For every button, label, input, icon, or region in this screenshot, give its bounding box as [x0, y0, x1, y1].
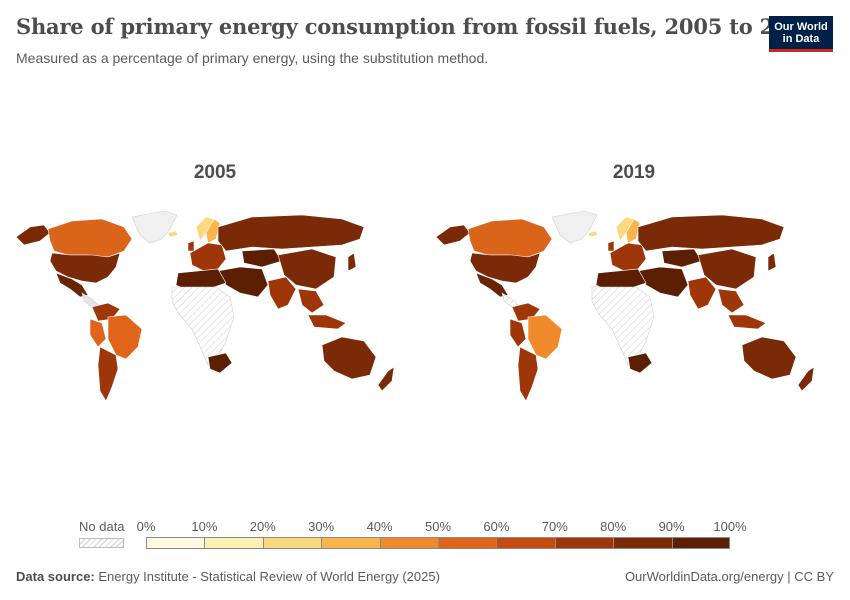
country-canada[interactable] [47, 218, 133, 258]
legend-tick-label: 90% [658, 519, 685, 534]
country-south-africa[interactable] [207, 352, 233, 374]
legend-tick-label: 0% [136, 519, 156, 534]
panel-title-2019: 2019 [612, 162, 656, 183]
country-japan[interactable] [767, 252, 777, 272]
legend-tick-label: 80% [600, 519, 627, 534]
region-europe[interactable] [609, 242, 647, 272]
region-central-america[interactable] [501, 292, 519, 308]
legend-bin[interactable] [554, 537, 614, 549]
world-map-2005 [15, 210, 395, 402]
data-source-label: Data source: [16, 569, 95, 584]
legend-tick-label: 70% [541, 519, 568, 534]
data-source: Data source: Energy Institute - Statisti… [16, 569, 440, 584]
legend-tick-label: 20% [249, 519, 276, 534]
region-indonesia[interactable] [727, 314, 767, 330]
legend-bin[interactable] [146, 537, 205, 549]
legend-tick-label: 60% [483, 519, 510, 534]
legend-no-data-label: No data [79, 519, 125, 534]
legend-tick-label: 100% [713, 519, 747, 534]
country-brazil[interactable] [107, 314, 143, 360]
country-canada[interactable] [467, 218, 553, 258]
country-kazakhstan[interactable] [661, 248, 703, 268]
country-argentina-chile[interactable] [517, 346, 539, 402]
country-iceland[interactable] [167, 230, 179, 238]
legend-bin[interactable] [379, 537, 438, 549]
legend-bin[interactable] [321, 537, 380, 549]
country-china[interactable] [277, 248, 337, 290]
country-alaska[interactable] [435, 224, 471, 246]
legend-bin[interactable] [204, 537, 263, 549]
chart-subtitle: Measured as a percentage of primary ener… [16, 50, 489, 66]
legend-bin[interactable] [496, 537, 555, 549]
country-uk[interactable] [607, 240, 615, 252]
panel-title-2005: 2005 [193, 162, 237, 183]
country-usa[interactable] [49, 252, 121, 284]
country-new-zealand[interactable] [797, 366, 815, 392]
country-peru[interactable] [89, 318, 107, 348]
country-china[interactable] [697, 248, 757, 290]
region-europe[interactable] [189, 242, 227, 272]
logo-line-1: Our World [774, 20, 828, 33]
legend-bin[interactable] [613, 537, 672, 549]
legend-tick-label: 30% [308, 519, 335, 534]
country-peru[interactable] [509, 318, 527, 348]
legend-tick-label: 40% [366, 519, 393, 534]
country-russia[interactable] [217, 214, 365, 252]
country-south-africa[interactable] [627, 352, 653, 374]
country-japan[interactable] [347, 252, 357, 272]
data-source-link[interactable]: Energy Institute - Statistical Review of… [98, 569, 440, 584]
country-new-zealand[interactable] [377, 366, 395, 392]
world-map-2019 [435, 210, 815, 402]
country-alaska[interactable] [15, 224, 51, 246]
logo-line-2: in Data [782, 32, 820, 45]
region-central-america[interactable] [81, 292, 99, 308]
country-uk[interactable] [187, 240, 195, 252]
country-australia[interactable] [321, 336, 377, 380]
legend-no-data-swatch[interactable] [79, 538, 124, 548]
region-southeast-asia[interactable] [717, 288, 745, 314]
country-australia[interactable] [741, 336, 797, 380]
country-brazil[interactable] [527, 314, 563, 360]
country-kazakhstan[interactable] [241, 248, 283, 268]
owid-logo[interactable]: Our World in Data [769, 16, 833, 52]
legend-tick-label: 10% [191, 519, 218, 534]
region-indonesia[interactable] [307, 314, 347, 330]
country-iceland[interactable] [587, 230, 599, 238]
legend-bin[interactable] [262, 537, 322, 549]
country-argentina-chile[interactable] [97, 346, 119, 402]
legend-tick-label: 50% [424, 519, 452, 534]
legend-bin[interactable] [438, 537, 497, 549]
legend-bin[interactable] [671, 537, 730, 549]
footer-link[interactable]: OurWorldinData.org/energy | CC BY [624, 569, 834, 584]
country-india[interactable] [267, 276, 297, 310]
country-usa[interactable] [469, 252, 541, 284]
country-greenland[interactable] [131, 210, 178, 244]
region-southeast-asia[interactable] [297, 288, 325, 314]
chart-title: Share of primary energy consumption from… [16, 14, 818, 39]
country-greenland[interactable] [551, 210, 598, 244]
country-india[interactable] [687, 276, 717, 310]
region-middle-east[interactable] [637, 266, 689, 298]
region-middle-east[interactable] [217, 266, 269, 298]
country-russia[interactable] [637, 214, 785, 252]
